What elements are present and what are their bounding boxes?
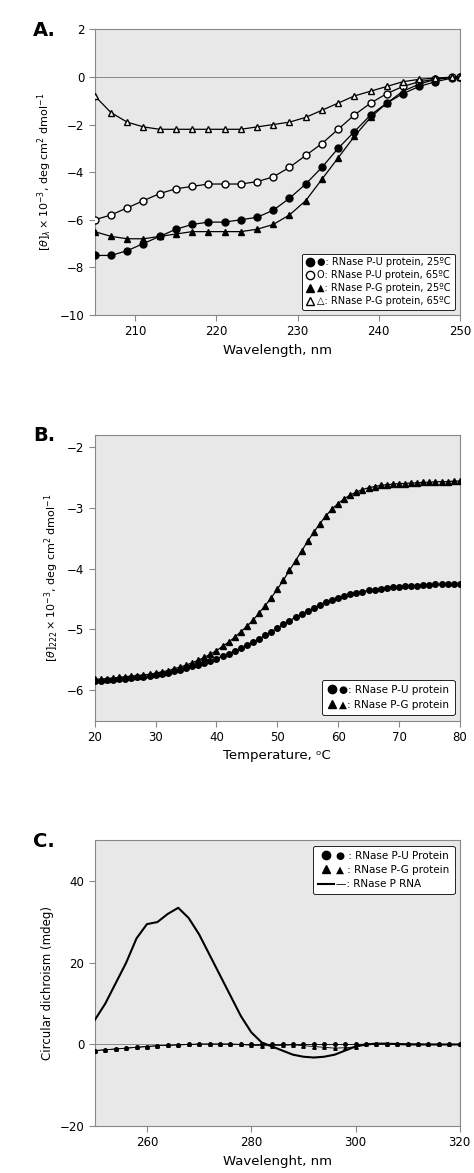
Legend: ●: RNase P-U protein, 25ºC, O: RNase P-U protein, 65ºC, ▲: RNase P-G protein, 25: ●: RNase P-U protein, 25ºC, O: RNase P-U… <box>302 253 455 310</box>
X-axis label: Wavelenght, nm: Wavelenght, nm <box>223 1155 332 1168</box>
Legend: ● : RNase P-U Protein, ▲ : RNase P-G protein, —: RNase P RNA: ● : RNase P-U Protein, ▲ : RNase P-G pro… <box>313 846 455 895</box>
Text: A.: A. <box>33 21 55 40</box>
Y-axis label: $[\theta]_\lambda \times 10^{-3}$, deg cm$^2$ dmol$^{-1}$: $[\theta]_\lambda \times 10^{-3}$, deg c… <box>36 93 54 251</box>
X-axis label: Temperature, ᵒC: Temperature, ᵒC <box>223 750 331 762</box>
Y-axis label: Circular dichroism (mdeg): Circular dichroism (mdeg) <box>41 907 54 1060</box>
Y-axis label: $[\theta]_{222} \times 10^{-3}$, deg cm$^2$ dmol$^{-1}$: $[\theta]_{222} \times 10^{-3}$, deg cm$… <box>43 494 62 662</box>
Text: C.: C. <box>33 832 55 850</box>
Text: B.: B. <box>33 426 55 446</box>
X-axis label: Wavelength, nm: Wavelength, nm <box>223 344 332 357</box>
Legend: ●: RNase P-U protein, ▲: RNase P-G protein: ●: RNase P-U protein, ▲: RNase P-G prote… <box>322 679 455 716</box>
